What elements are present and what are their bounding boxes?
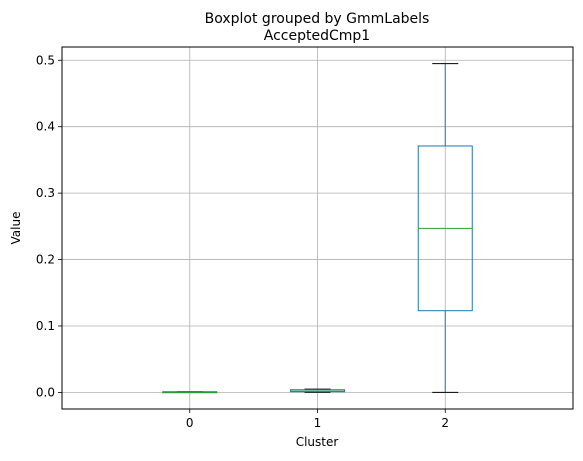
x-axis-ticks: 0 1 2 [186,409,449,430]
box-cluster-0 [162,391,218,394]
y-axis-label: Value [9,212,23,245]
x-tick-label: 2 [441,416,449,430]
grid-lines [62,47,573,409]
y-tick-label: 0.1 [36,319,55,333]
x-axis-label: Cluster [296,435,339,449]
box-group [162,63,473,394]
chart-suptitle: Boxplot grouped by GmmLabels [205,11,430,27]
x-tick-label: 0 [186,416,194,430]
y-tick-label: 0.2 [36,253,55,267]
y-tick-label: 0.0 [36,385,55,399]
y-tick-label: 0.4 [36,120,55,134]
y-tick-label: 0.3 [36,186,55,200]
y-tick-label: 0.5 [36,53,55,67]
box-cluster-2 [417,63,473,393]
y-axis-ticks: 0.0 0.1 0.2 0.3 0.4 0.5 [36,53,62,399]
chart-title: AcceptedCmp1 [264,28,370,44]
box-cluster-1 [290,388,345,393]
x-tick-label: 1 [314,416,322,430]
